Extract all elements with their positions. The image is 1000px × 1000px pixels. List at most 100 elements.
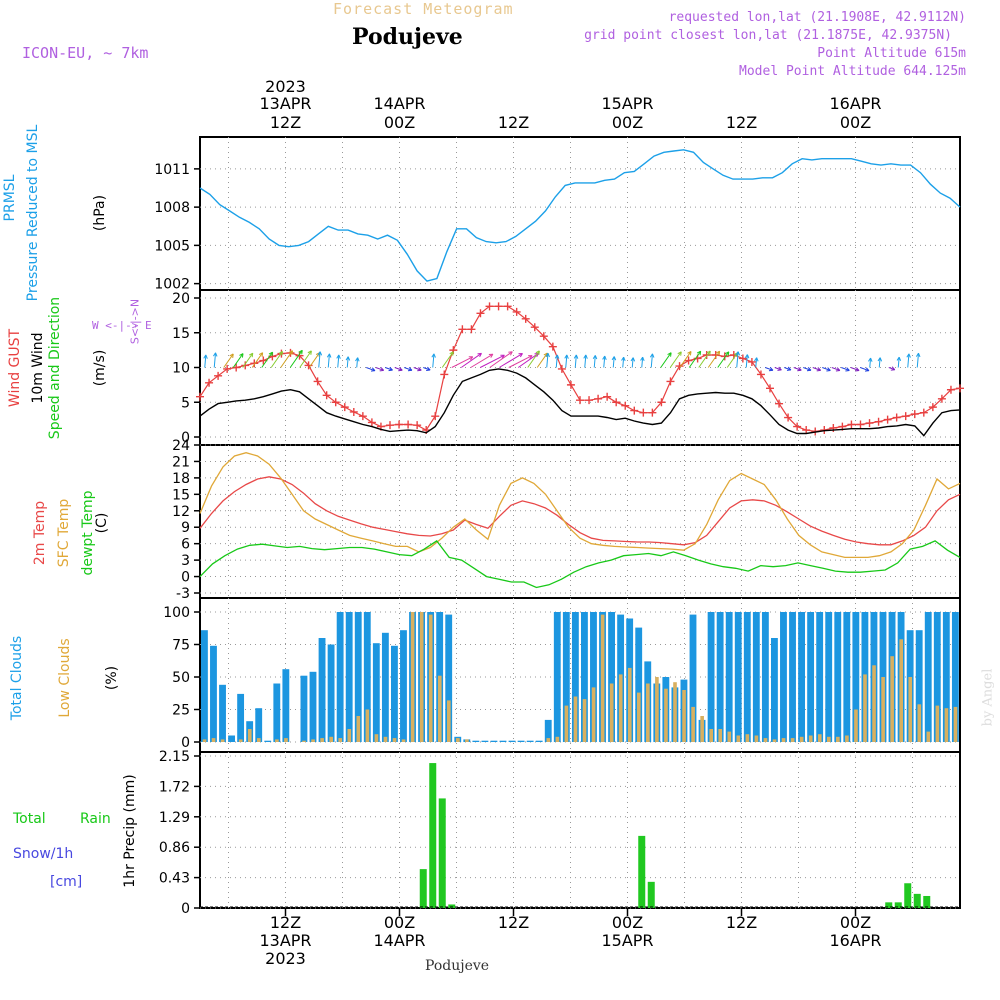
rain-bar (904, 883, 912, 908)
wind-arrow (261, 351, 273, 368)
wind-arrow (755, 357, 758, 368)
top-time-label: 16APR (829, 94, 881, 113)
gust-marker (494, 302, 503, 311)
total-cloud-bar (381, 632, 389, 742)
gust-marker (503, 302, 512, 311)
gust-marker (358, 412, 367, 421)
gust-marker (259, 356, 268, 365)
bottom-time-label: 00Z (384, 913, 415, 932)
wind-arrow (508, 355, 533, 368)
total-cloud-bar (508, 740, 516, 742)
low-cloud-bar (691, 706, 695, 742)
wind-arrow (641, 357, 644, 368)
total-cloud-bar (608, 612, 615, 742)
low-cloud-bar (202, 739, 207, 742)
total-cloud-bar (228, 735, 235, 742)
wind-arrow (404, 367, 413, 371)
t2m-line (199, 476, 961, 546)
low-cloud-bar (410, 612, 415, 742)
total-cloud-bar (689, 614, 697, 742)
total-cloud-bar (780, 612, 787, 742)
gust-marker (349, 407, 358, 416)
wind-arrow-head (370, 367, 376, 372)
gust-marker (413, 421, 422, 430)
low-cloud-bar (383, 736, 388, 742)
total-cloud-bar (264, 740, 272, 742)
wind-arrow-head (298, 349, 303, 355)
precip-ytick-label: 0.86 (159, 840, 190, 856)
wind-arrow-head (868, 357, 873, 362)
wind-line (199, 368, 961, 437)
total-cloud-bar (771, 638, 778, 742)
total-cloud-bar (300, 675, 308, 742)
wind-arrow (650, 353, 653, 368)
wind-arrow (527, 350, 540, 368)
wind-arrow (489, 351, 513, 368)
total-cloud-bar (472, 740, 480, 742)
wind-arrow-head (786, 366, 792, 371)
gust-marker (684, 356, 693, 365)
wind-arrow (432, 353, 435, 368)
temp-ytick-label: 18 (172, 471, 190, 487)
wind-arrow-head (915, 352, 921, 358)
rain-bar (448, 904, 456, 908)
wind-arrow-head (864, 367, 870, 372)
gust-marker (874, 417, 883, 426)
gust-marker (621, 401, 630, 410)
total-cloud-bar (481, 740, 489, 742)
wind-arrow-head (508, 351, 513, 356)
rain-bar (638, 835, 646, 908)
wind-arrow-head (667, 352, 672, 357)
requested-coords: requested lon,lat (21.1908E, 42.9112N) (668, 10, 966, 25)
gust-marker (485, 302, 494, 311)
low-cloud-bar (781, 738, 786, 742)
precip-ytick-label: 0 (181, 901, 190, 917)
gridpoint-coords: grid point closest lon,lat (21.1875E, 42… (584, 28, 952, 43)
gust-marker (196, 392, 204, 401)
wind-arrow-head (564, 354, 569, 359)
bottom-time-label: 14APR (373, 931, 425, 950)
wind-arrow (299, 350, 312, 368)
wind-arrow (223, 353, 234, 368)
low-cloud-bar (329, 736, 333, 742)
low-cloud-bar (573, 696, 578, 742)
low-cloud-bar (718, 729, 723, 742)
wind-arrow-head (744, 354, 750, 359)
gust-marker (404, 420, 413, 429)
wind-arrow-head (288, 350, 294, 355)
wind-arrow (394, 367, 403, 371)
gust-marker (440, 370, 449, 379)
chart-title: Forecast Meteogram (333, 0, 514, 18)
gust-marker (919, 408, 928, 417)
wind-arrow-head (816, 367, 822, 372)
wind-arrow-head (754, 357, 759, 362)
total-cloud-bar (581, 612, 588, 742)
bottom-time-label: 00Z (612, 913, 643, 932)
low-cloud-bar (682, 690, 686, 742)
gust-marker (657, 398, 666, 407)
wind-arrow (555, 354, 558, 368)
wind-arrow (375, 367, 384, 371)
wind-arrow (812, 367, 821, 371)
low-cloud-bar (465, 739, 469, 742)
gust-marker (856, 420, 865, 429)
low-cloud-bar (419, 612, 424, 742)
rain-bar (885, 902, 893, 908)
wind-arrow-head (583, 354, 588, 359)
top-time-label: 12Z (726, 113, 757, 132)
model-label: ICON-EU, ~ 7km (22, 44, 149, 62)
wind-arrow (774, 367, 782, 371)
wind-arrow (289, 350, 303, 368)
precip-ytick-label: 0.43 (159, 871, 190, 887)
temp-ytick-label: 3 (181, 553, 190, 569)
gust-marker (883, 415, 892, 424)
top-time-label: 13APR (259, 94, 311, 113)
total-cloud-bar (734, 612, 742, 742)
low-cloud-bar (555, 736, 560, 742)
wind-arrow-head (417, 366, 422, 372)
total-cloud-bar (933, 612, 941, 742)
wind-arrow (242, 352, 254, 368)
wind-arrow (850, 367, 860, 372)
compass-we: W <-|-> E (92, 319, 152, 332)
gust-marker (313, 377, 322, 386)
